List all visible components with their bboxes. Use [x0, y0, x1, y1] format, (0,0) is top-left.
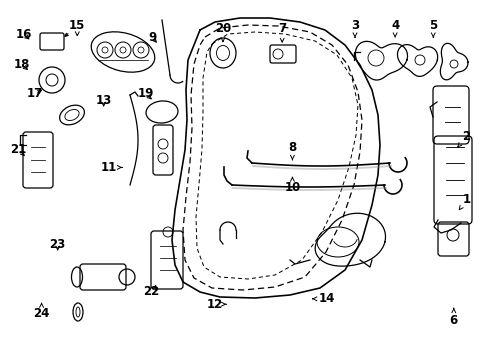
Text: 10: 10 [284, 177, 300, 194]
Text: 14: 14 [312, 292, 334, 305]
Text: 3: 3 [350, 19, 358, 37]
Text: 24: 24 [33, 303, 50, 320]
Text: 13: 13 [95, 94, 112, 107]
Text: 21: 21 [10, 143, 27, 156]
Text: 9: 9 [148, 31, 156, 44]
Text: 11: 11 [100, 161, 122, 174]
Text: 19: 19 [137, 87, 154, 100]
Text: 6: 6 [449, 308, 457, 327]
Text: 5: 5 [428, 19, 436, 37]
Text: 23: 23 [49, 238, 66, 251]
Text: 2: 2 [457, 130, 469, 147]
Text: 1: 1 [458, 193, 469, 210]
Text: 17: 17 [27, 87, 43, 100]
Text: 4: 4 [390, 19, 398, 37]
Text: 20: 20 [214, 22, 231, 41]
Text: 16: 16 [15, 28, 32, 41]
Text: 7: 7 [278, 22, 285, 42]
Text: 15: 15 [69, 19, 85, 36]
Text: 12: 12 [206, 298, 225, 311]
Text: 18: 18 [14, 58, 30, 71]
Text: 8: 8 [288, 141, 296, 160]
Text: 22: 22 [143, 285, 160, 298]
